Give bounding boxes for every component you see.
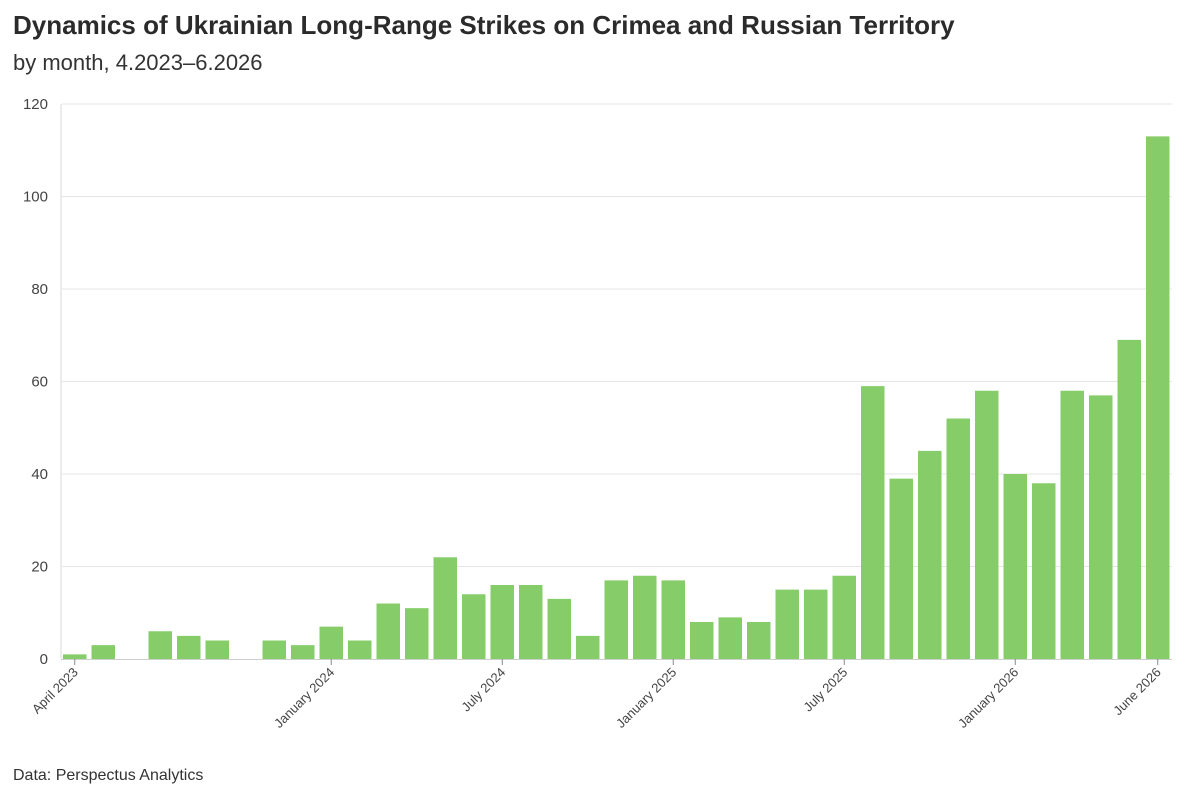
bar-2024-12 [633, 575, 657, 659]
y-tick-label: 60 [31, 374, 48, 391]
bar-2025-11 [946, 418, 970, 659]
bar-2024-01 [319, 626, 343, 660]
bar-2026-04 [1089, 395, 1113, 660]
bar-2023-09 [205, 640, 229, 659]
y-tick-label: 120 [23, 96, 48, 113]
bar-2025-08 [861, 386, 885, 660]
x-tick-label: April 2023 [29, 665, 81, 717]
bar-2025-12 [975, 390, 999, 659]
x-tick-label: January 2026 [955, 665, 1021, 731]
x-tick-label: January 2025 [613, 665, 679, 731]
bar-2024-06 [462, 594, 486, 659]
data-source-note: Data: Perspectus Analytics [13, 767, 204, 784]
x-tick-label: July 2024 [458, 665, 508, 715]
bar-2023-05 [91, 645, 115, 660]
bar-2024-03 [376, 603, 400, 659]
bar-2026-05 [1117, 339, 1141, 660]
bar-2024-10 [576, 635, 600, 660]
bar-2024-09 [547, 598, 571, 660]
y-tick-label: 40 [31, 466, 48, 483]
bar-2024-02 [348, 640, 372, 659]
bar-2025-09 [889, 478, 913, 660]
y-tick-label: 0 [40, 651, 48, 668]
bar-2023-08 [177, 635, 201, 660]
x-tick-label: January 2024 [271, 665, 337, 731]
bar-2026-03 [1060, 390, 1084, 659]
x-tick-label: June 2026 [1110, 665, 1164, 719]
y-tick-label: 20 [31, 559, 48, 576]
bar-2025-10 [918, 450, 942, 660]
bar-2025-07 [832, 575, 856, 659]
bar-2023-07 [148, 631, 172, 659]
bar-2025-03 [718, 617, 742, 660]
bar-2024-11 [604, 580, 628, 660]
bar-2026-02 [1032, 483, 1056, 659]
bar-2025-02 [690, 622, 714, 659]
y-tick-label: 80 [31, 281, 48, 298]
bar-2025-01 [661, 580, 685, 660]
bar-2026-01 [1003, 474, 1027, 659]
bar-2024-08 [519, 585, 543, 659]
chart-title: Dynamics of Ukrainian Long-Range Strikes… [13, 10, 955, 40]
chart-subtitle: by month, 4.2023–6.2026 [13, 50, 263, 75]
bar-2026-06 [1146, 136, 1170, 660]
bar-2025-04 [747, 622, 771, 659]
bar-2024-05 [433, 557, 457, 659]
bar-2025-06 [804, 589, 828, 660]
bar-2023-11 [262, 640, 286, 659]
bar-2023-12 [291, 645, 315, 660]
bar-2023-04 [63, 654, 87, 660]
bar-2024-07 [490, 585, 514, 659]
x-tick-label: July 2025 [800, 665, 850, 715]
bar-2025-05 [775, 589, 799, 660]
bar-2024-04 [405, 608, 429, 660]
y-tick-label: 100 [23, 189, 48, 206]
